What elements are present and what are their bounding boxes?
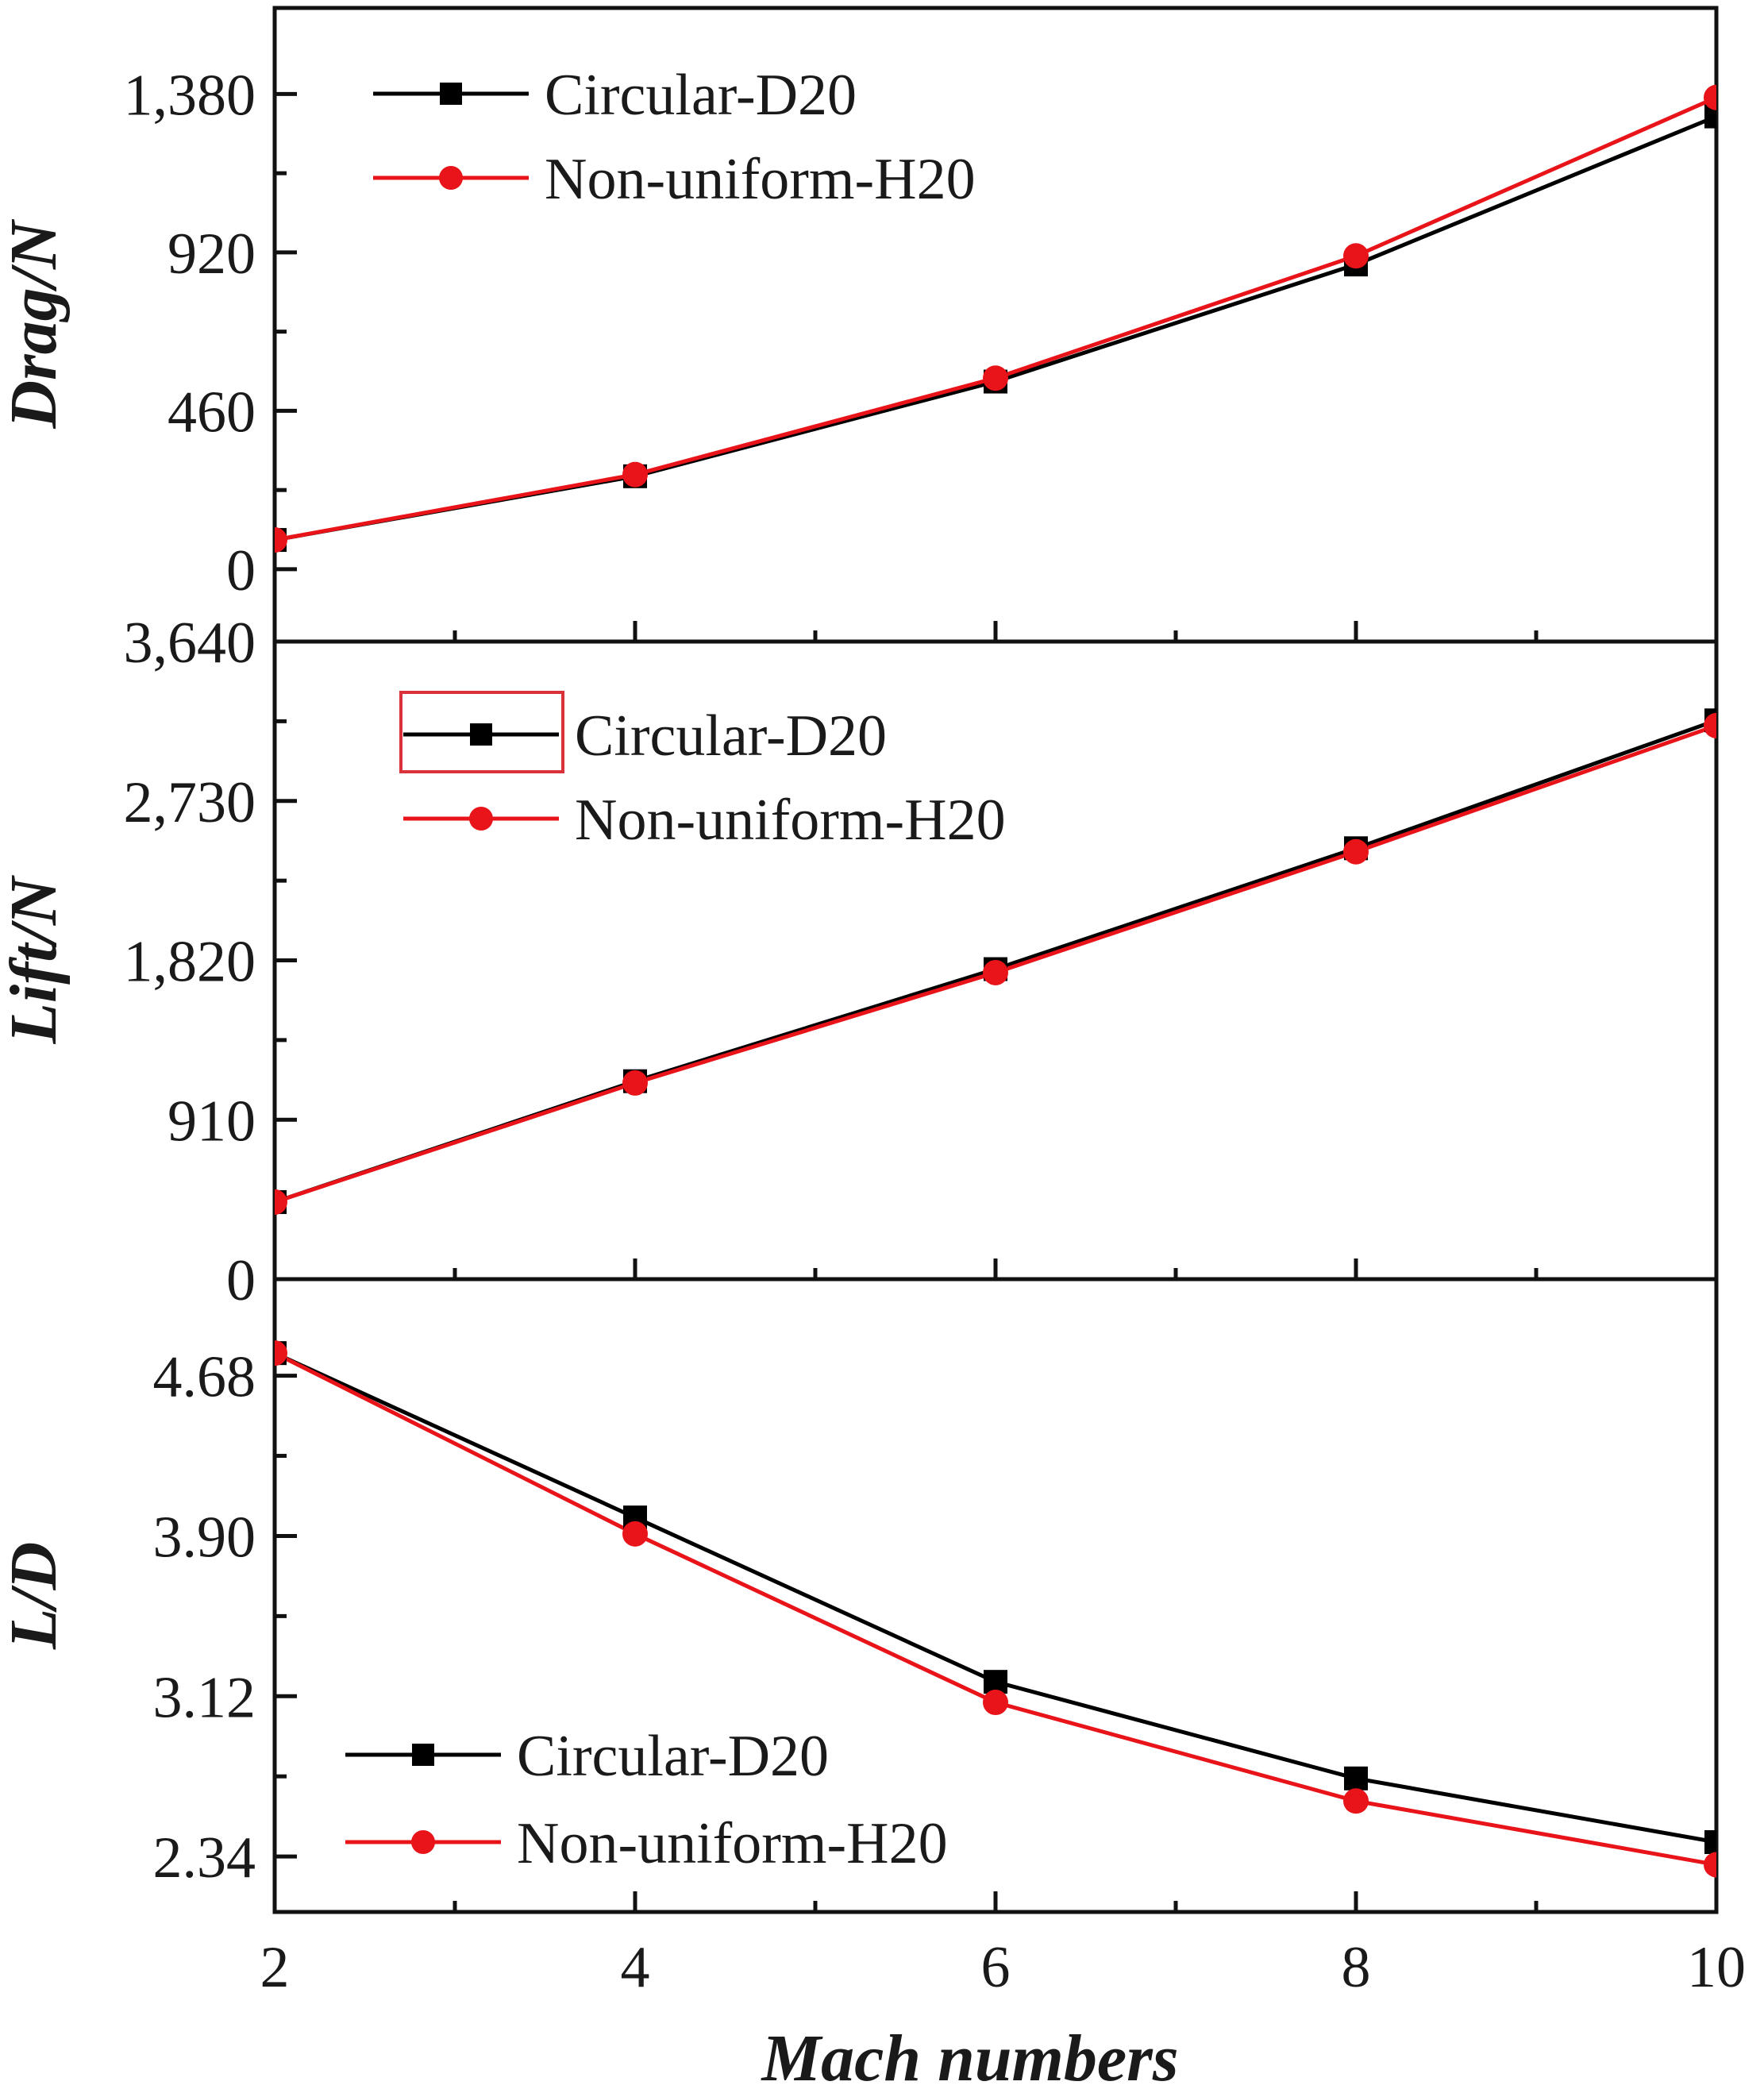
legend-marker-square [440,83,462,105]
legend-marker-circle [411,1830,435,1854]
y-axis-title: Lift/N [0,874,71,1044]
x-axis: 2 4 6 8 10 [260,1935,1747,2000]
y-axis-title: Drag/N [0,218,71,430]
panels: 0 460 920 1,380 Drag/N Circular-D20 Non-unifor… [0,6,1719,1914]
data-point-circle [1343,838,1369,865]
legend-label: Non-uniform-H20 [545,147,976,212]
x-tick-label: 8 [1342,1935,1371,2000]
x-tick-label: 10 [1687,1935,1746,2000]
data-point-circle [1343,1788,1369,1814]
y-tick-label: 3.12 [153,1665,256,1730]
legend-label: Non-uniform-H20 [517,1811,948,1876]
legend: Circular-D20 Non-uniform-H20 [373,63,976,212]
data-point-circle [622,1070,648,1096]
data-point-circle [1704,712,1716,738]
legend: Circular-D20 Non-uniform-H20 [399,691,1006,853]
data-point-circle [983,365,1008,391]
x-tick-label: 4 [621,1935,650,2000]
panel-lift: 0 910 1,820 2,730 3,640 Lift/N Circular-D20 Non… [0,611,1719,1313]
legend-marker-square [412,1744,434,1766]
y-tick-label: 1,380 [124,63,256,128]
legend: Circular-D20 Non-uniform-H20 [345,1724,948,1876]
y-tick-label: 0 [226,538,256,603]
data-point-circle [983,1690,1008,1716]
legend-highlight-box [399,691,564,773]
legend-label: Non-uniform-H20 [575,788,1006,853]
legend-marker-circle [439,166,463,190]
series-line-circular-d20 [275,1351,1716,1844]
x-tick-label: 2 [260,1935,290,2000]
legend-marker-square [470,723,492,746]
y-tick-label: 4.68 [153,1345,256,1410]
data-point-circle [1343,243,1369,269]
data-point-square [1704,1830,1716,1855]
series-line-circular-d20 [275,114,1716,542]
series-group [275,84,1716,553]
y-tick-label: 460 [168,380,256,445]
series-group [275,1340,1716,1878]
y-tick-label: 0 [226,1248,256,1313]
plot-frame [272,6,1719,644]
data-point-circle [622,1521,648,1547]
data-point-circle [1704,1852,1716,1878]
y-tick-label: 920 [168,222,256,287]
legend-label: Circular-D20 [575,703,887,769]
y-tick-label: 2,730 [124,770,256,835]
y-tick-label: 1,820 [124,930,256,995]
series-group [275,708,1716,1215]
y-axis-title: L/D [0,1542,71,1650]
data-point-square [1704,104,1716,129]
data-point-square [1344,1766,1368,1790]
data-point-circle [622,461,648,488]
data-point-circle [275,1340,287,1366]
data-point-circle [1704,84,1716,110]
x-tick-label: 6 [981,1935,1011,2000]
plot-frame [272,1277,1719,1914]
data-point-circle [275,527,287,553]
x-axis-title: Mach numbers [760,2022,1178,2093]
data-point-circle [983,959,1008,985]
y-tick-label: 3,640 [124,611,256,676]
y-tick-label: 3.90 [153,1505,256,1570]
y-tick-label: 2.34 [153,1825,256,1891]
legend-marker-circle [469,807,493,831]
series-line-non-uniform-h20 [275,95,1716,542]
y-tick-label: 910 [168,1089,256,1154]
panel-ld: 2.34 3.12 3.90 4.68 L/D Circular-D20 Non-unifo… [0,1277,1719,1914]
legend-label: Circular-D20 [545,63,857,128]
series-line-non-uniform-h20 [275,1351,1716,1867]
legend-label: Circular-D20 [517,1724,829,1789]
panel-drag: 0 460 920 1,380 Drag/N Circular-D20 Non-unifor… [0,6,1719,644]
data-point-circle [275,1189,287,1215]
